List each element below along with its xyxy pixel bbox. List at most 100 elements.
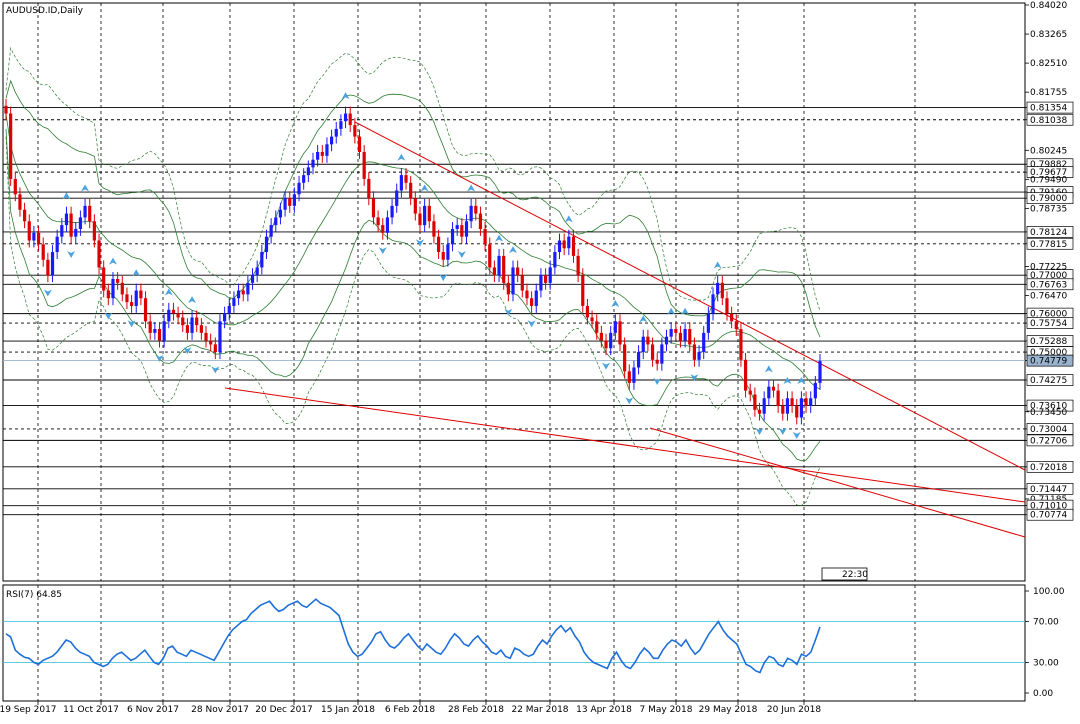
price-label-box bbox=[1026, 317, 1074, 329]
price-label-box bbox=[1026, 354, 1074, 367]
candle-up bbox=[469, 205, 473, 222]
candle-down bbox=[106, 290, 110, 299]
candle-up bbox=[111, 278, 115, 299]
fractal-down-icon bbox=[690, 374, 699, 382]
rsi-y-tick-label: 30.00 bbox=[1033, 658, 1059, 668]
candle-up bbox=[330, 136, 334, 145]
candle-down bbox=[157, 329, 162, 341]
candle-up bbox=[306, 167, 310, 176]
x-tick-label: 22 Mar 2018 bbox=[511, 705, 568, 715]
fractal-down-icon bbox=[755, 427, 764, 435]
candle-down bbox=[120, 282, 124, 295]
candle-down bbox=[757, 409, 762, 414]
y-tick-label: 0.79490 bbox=[1030, 175, 1067, 185]
candle-down bbox=[199, 325, 203, 333]
candle-down bbox=[650, 344, 655, 360]
fractal-up-icon bbox=[611, 300, 620, 308]
price-label-box bbox=[1026, 226, 1074, 238]
fractal-down-icon bbox=[183, 347, 192, 355]
candle-down bbox=[418, 213, 422, 226]
fractal-up-icon bbox=[509, 246, 518, 254]
y-tick-label: 0.77815 bbox=[1030, 240, 1067, 250]
candle-down bbox=[618, 321, 622, 345]
y-tick-label: 0.72018 bbox=[1030, 463, 1067, 473]
candle-down bbox=[427, 205, 431, 222]
price-label-box bbox=[1026, 399, 1074, 412]
candle-down bbox=[209, 340, 213, 345]
y-tick-label: 0.76000 bbox=[1030, 310, 1067, 320]
candle-up bbox=[274, 217, 278, 226]
candle-down bbox=[488, 244, 492, 268]
candle-up bbox=[423, 205, 427, 226]
candle-up bbox=[664, 336, 669, 345]
candle-down bbox=[195, 317, 199, 326]
bollinger-bands bbox=[5, 46, 821, 506]
x-tick-label: 13 Apr 2018 bbox=[576, 705, 632, 715]
candle-up bbox=[297, 182, 301, 195]
candle-up bbox=[762, 398, 766, 414]
candle-down bbox=[627, 371, 631, 383]
x-tick-label: 7 May 2018 bbox=[640, 705, 693, 715]
fractal-up-icon bbox=[164, 288, 173, 296]
candle-up bbox=[74, 228, 78, 237]
candle-down bbox=[404, 175, 408, 183]
fractal-up-icon bbox=[188, 296, 197, 304]
price-label-box bbox=[1026, 237, 1074, 250]
fractal-down-icon bbox=[211, 366, 220, 374]
price-label-box bbox=[1026, 166, 1074, 178]
trend-lines bbox=[224, 121, 1026, 538]
fractal-down-icon bbox=[415, 239, 424, 247]
candle-down bbox=[23, 209, 27, 222]
candle-down bbox=[562, 240, 566, 249]
fractal-up-icon bbox=[420, 184, 429, 192]
candle-up bbox=[311, 159, 315, 168]
candle-down bbox=[185, 325, 190, 333]
bb-upper-outer bbox=[5, 46, 821, 312]
candle-down bbox=[581, 275, 585, 306]
candle-up bbox=[632, 367, 636, 383]
candle-down bbox=[4, 105, 8, 114]
rsi-y-tick-label: 0.00 bbox=[1033, 689, 1053, 699]
candle-up bbox=[278, 209, 283, 218]
candle-up bbox=[553, 252, 557, 268]
candle-down bbox=[88, 205, 92, 222]
candle-down bbox=[18, 194, 22, 210]
candle-up bbox=[534, 290, 538, 306]
rsi-line bbox=[5, 598, 821, 674]
fractal-up-icon bbox=[397, 153, 406, 161]
y-tick-label: 0.71447 bbox=[1030, 485, 1067, 495]
candle-down bbox=[139, 290, 143, 299]
price-label-box bbox=[1026, 101, 1074, 114]
candle-down bbox=[520, 275, 524, 291]
candle-up bbox=[539, 275, 543, 291]
candle-down bbox=[125, 294, 129, 303]
y-tick-label: 0.80245 bbox=[1030, 146, 1067, 156]
candle-up bbox=[325, 144, 329, 156]
x-tick-label: 11 Oct 2017 bbox=[63, 705, 119, 715]
y-tick-label: 0.72706 bbox=[1030, 436, 1067, 446]
x-tick-label: 6 Nov 2017 bbox=[127, 705, 179, 715]
fractal-up-icon bbox=[495, 234, 504, 242]
candle-down bbox=[646, 336, 650, 345]
x-tick-label: 19 Sep 2017 bbox=[0, 705, 57, 715]
candle-down bbox=[288, 198, 292, 206]
candle-up bbox=[339, 121, 343, 129]
fractal-down-icon bbox=[602, 362, 611, 370]
y-tick-label: 0.71010 bbox=[1030, 502, 1067, 512]
candle-up bbox=[292, 194, 296, 206]
candle-up bbox=[395, 190, 399, 206]
candle-down bbox=[143, 298, 148, 322]
candle-up bbox=[697, 352, 701, 360]
candle-up bbox=[711, 294, 715, 314]
candle-down bbox=[176, 313, 180, 318]
candle-up bbox=[813, 382, 817, 399]
fractal-up-icon bbox=[341, 92, 350, 100]
rsi-label: RSI(7) 64.85 bbox=[6, 590, 62, 600]
y-tick-label: 0.77225 bbox=[1030, 262, 1067, 272]
price-label-box bbox=[1026, 374, 1074, 386]
fractal-up-icon bbox=[132, 269, 141, 277]
candle-down bbox=[97, 240, 101, 268]
candle-down bbox=[525, 290, 529, 299]
